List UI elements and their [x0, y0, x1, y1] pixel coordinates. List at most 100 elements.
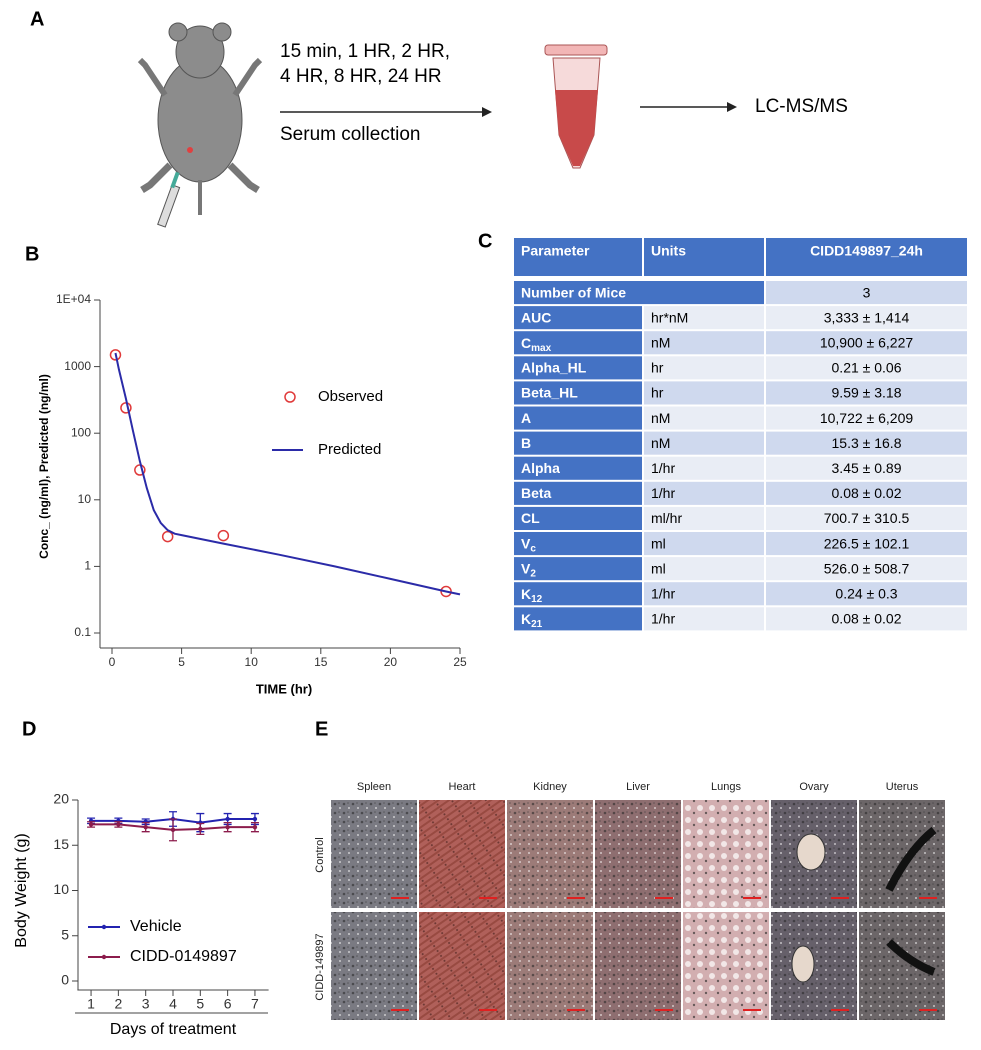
cell-text: 10,722 ± 6,209 [820, 410, 914, 426]
cell [766, 607, 967, 631]
panel-label: D [22, 718, 36, 740]
row-head-cell [514, 356, 642, 380]
cell-text: 10,900 ± 6,227 [820, 334, 914, 350]
analysis-label: LC-MS/MS [755, 96, 848, 117]
y-tick-label: 10 [53, 881, 69, 897]
cell-text: hr [651, 385, 664, 401]
y-tick-label: 100 [71, 425, 91, 439]
cell [644, 582, 764, 606]
row-head-cell [514, 557, 642, 581]
tissue-feature [886, 939, 936, 976]
row-head-cell [514, 456, 642, 480]
column-label: Uterus [886, 781, 919, 793]
tissue-texture [859, 800, 945, 908]
cell [766, 281, 967, 305]
tissue-texture [331, 800, 417, 908]
x-tick-label: 2 [114, 996, 122, 1012]
row-head-cell [514, 481, 642, 505]
cell-text: 1/hr [651, 585, 675, 601]
tissue-texture [419, 800, 505, 908]
tissue-feature [791, 945, 815, 983]
cell-text: AUC [521, 309, 551, 325]
legend-marker [101, 924, 107, 930]
row-head-cell [514, 582, 642, 606]
cell [644, 381, 764, 405]
cell [766, 356, 967, 380]
data-point [109, 349, 122, 361]
tissue-texture [683, 912, 769, 1020]
column-label: Kidney [533, 781, 567, 793]
legend-label: Predicted [318, 441, 381, 458]
tissue-texture [507, 912, 593, 1020]
cell-text: CL [521, 510, 540, 526]
data-point [252, 816, 258, 822]
cell-text: 226.5 ± 102.1 [824, 535, 910, 551]
cell [766, 406, 967, 430]
timepoints: 4 HR, 8 HR, 24 HR [280, 66, 442, 87]
cell [766, 506, 967, 530]
data-point [198, 826, 203, 832]
cell-text: hr*nM [651, 309, 688, 325]
cell [766, 481, 967, 505]
series-line [114, 352, 461, 596]
y-tick-label: 1E+04 [56, 292, 91, 306]
y-tick-label: 20 [53, 791, 69, 807]
cell-text: 1/hr [651, 611, 675, 627]
cell [766, 306, 967, 330]
cell-text: 1/hr [651, 460, 675, 476]
row-label: Control [314, 837, 326, 872]
cell [644, 331, 764, 355]
cell-text: Beta [521, 485, 552, 501]
y-tick-label: 1 [84, 559, 91, 573]
column-label: Ovary [799, 781, 829, 793]
cell [766, 456, 967, 480]
header-cell [766, 238, 967, 276]
x-tick-label: 10 [245, 655, 259, 669]
x-tick-label: 6 [224, 996, 232, 1012]
tube-illustration [544, 44, 608, 169]
cell-sub: 12 [531, 593, 543, 604]
row-head-cell [514, 281, 764, 305]
cell-text: 0.21 ± 0.06 [832, 360, 902, 376]
cell-text: A [521, 410, 531, 426]
row-label: CIDD-149897 [314, 933, 326, 1000]
y-tick-label: 15 [53, 836, 69, 852]
cell-text: B [521, 435, 531, 451]
row-head-cell [514, 431, 642, 455]
cell-text: Alpha [521, 460, 560, 476]
y-tick-label: 0.1 [74, 625, 91, 639]
data-point [170, 827, 176, 833]
cell [644, 356, 764, 380]
legend-marker [101, 954, 107, 960]
tissue-texture [507, 800, 593, 908]
cell [644, 532, 764, 556]
arrow-head [482, 107, 492, 117]
x-tick-label: 3 [142, 996, 150, 1012]
cell-main: K [521, 611, 531, 627]
tissue-feature [796, 833, 826, 871]
tissue-texture [859, 912, 945, 1020]
cell-text: K12 [521, 585, 543, 604]
cell-main: V [521, 535, 531, 551]
cell-text: 15.3 ± 16.8 [832, 435, 902, 451]
tissue-texture [595, 800, 681, 908]
cell [644, 406, 764, 430]
data-point [217, 529, 230, 542]
column-label: Heart [449, 781, 476, 793]
parameter-table: Parameter Units CIDD149897_24h Number of Mi… [514, 238, 967, 631]
cell-text: 3,333 ± 1,414 [824, 309, 910, 325]
row-head-cell [514, 381, 642, 405]
cell-text: 9.59 ± 3.18 [832, 385, 902, 401]
row-head-cell [514, 306, 642, 330]
chart: 0 5 10 15 20 1 2 3 4 5 6 7 Days of treatment Body Wei… [13, 791, 269, 1038]
x-tick-label: 1 [87, 996, 95, 1012]
cell-text: 1/hr [651, 485, 675, 501]
cell [766, 331, 967, 355]
cell-text: ml [651, 560, 666, 576]
data-point [116, 822, 121, 827]
x-tick-label: 5 [178, 655, 185, 669]
tissue-texture [683, 800, 769, 908]
column-label: Liver [626, 781, 650, 793]
column-label: Lungs [711, 781, 741, 793]
